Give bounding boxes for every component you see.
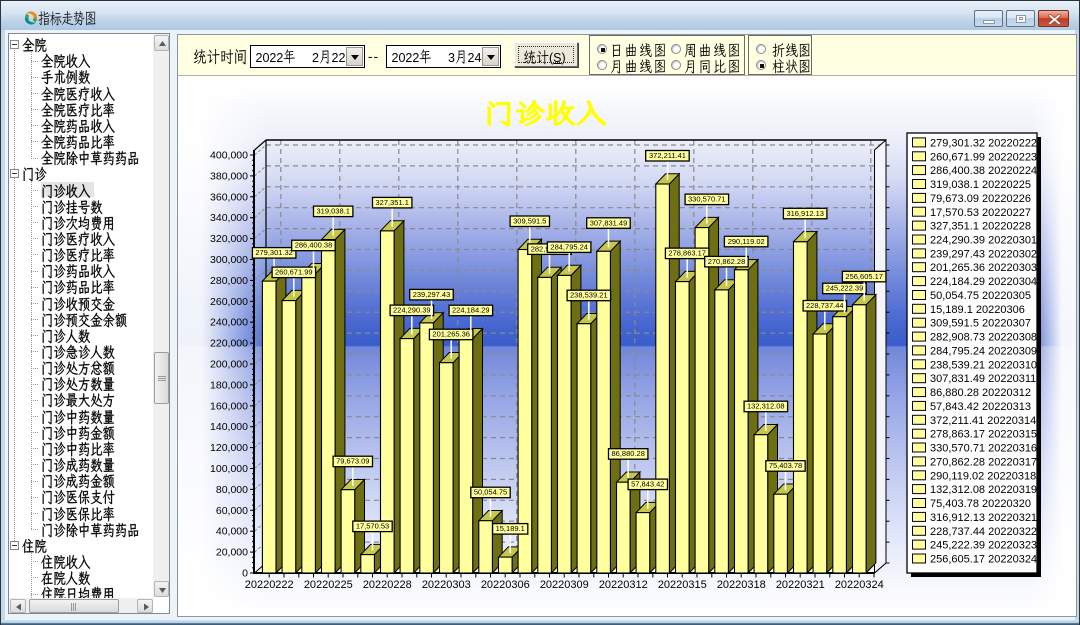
svg-text:270,862.28 20220317: 270,862.28 20220317 [930, 456, 1037, 468]
svg-text:239,297.43 20220302: 239,297.43 20220302 [930, 248, 1037, 260]
svg-text:307,831.49: 307,831.49 [590, 218, 628, 227]
svg-text:86,880.28 20220312: 86,880.28 20220312 [930, 387, 1031, 399]
svg-text:20220309: 20220309 [540, 579, 589, 591]
svg-text:224,290.39: 224,290.39 [393, 306, 431, 315]
svg-text:240,000: 240,000 [210, 317, 248, 329]
svg-text:132,312.08 20220319: 132,312.08 20220319 [930, 484, 1037, 496]
svg-text:280,000: 280,000 [210, 275, 248, 287]
svg-text:330,570.71 20220316: 330,570.71 20220316 [930, 443, 1037, 455]
svg-text:372,211.41: 372,211.41 [649, 151, 686, 160]
svg-text:80,000: 80,000 [216, 484, 248, 496]
svg-text:132,312.08: 132,312.08 [747, 402, 785, 411]
svg-text:309,591.5: 309,591.5 [513, 217, 546, 226]
svg-text:260,000: 260,000 [210, 296, 248, 308]
svg-text:256,605.17: 256,605.17 [845, 272, 883, 281]
svg-text:319,038.1: 319,038.1 [317, 207, 350, 216]
svg-text:201,265.36 20220303: 201,265.36 20220303 [930, 262, 1037, 274]
svg-text:20220225: 20220225 [304, 579, 353, 591]
svg-text:20220318: 20220318 [717, 579, 766, 591]
svg-text:278,863.17: 278,863.17 [668, 249, 706, 258]
svg-text:86,880.28: 86,880.28 [612, 449, 645, 458]
svg-text:201,265.36: 201,265.36 [432, 330, 470, 339]
svg-text:200,000: 200,000 [210, 359, 248, 371]
svg-text:17,570.53: 17,570.53 [356, 522, 389, 531]
svg-text:20220315: 20220315 [658, 579, 707, 591]
svg-text:220,000: 220,000 [210, 338, 248, 350]
svg-text:309,591.5 20220307: 309,591.5 20220307 [930, 318, 1031, 330]
svg-text:279,301.32 20220222: 279,301.32 20220222 [930, 137, 1037, 149]
svg-text:17,570.53 20220227: 17,570.53 20220227 [930, 207, 1031, 219]
svg-text:228,737.44: 228,737.44 [806, 301, 844, 310]
svg-text:327,351.1: 327,351.1 [376, 198, 409, 207]
svg-text:256,605.17 20220324: 256,605.17 20220324 [930, 554, 1037, 566]
svg-text:50,054.75: 50,054.75 [474, 488, 507, 497]
svg-text:316,912.13: 316,912.13 [786, 209, 824, 218]
svg-text:20220321: 20220321 [776, 579, 825, 591]
svg-text:75,403.78: 75,403.78 [769, 461, 802, 470]
svg-text:20220312: 20220312 [599, 579, 648, 591]
svg-text:290,119.02: 290,119.02 [728, 237, 765, 246]
svg-text:79,673.09 20220226: 79,673.09 20220226 [930, 193, 1031, 205]
svg-text:50,054.75 20220305: 50,054.75 20220305 [930, 290, 1031, 302]
svg-text:60,000: 60,000 [216, 505, 248, 517]
svg-text:286,400.38 20220224: 286,400.38 20220224 [930, 165, 1037, 177]
svg-text:260,671.99 20220223: 260,671.99 20220223 [930, 151, 1037, 163]
svg-text:224,184.29 20220304: 224,184.29 20220304 [930, 276, 1037, 288]
svg-text:327,351.1 20220228: 327,351.1 20220228 [930, 221, 1031, 233]
svg-text:224,184.29: 224,184.29 [452, 306, 490, 315]
svg-text:270,862.28: 270,862.28 [708, 257, 746, 266]
svg-text:300,000: 300,000 [210, 254, 248, 266]
svg-text:316,912.13 20220321: 316,912.13 20220321 [930, 512, 1037, 524]
svg-text:238,539.21 20220310: 238,539.21 20220310 [930, 359, 1037, 371]
svg-text:284,795.24 20220309: 284,795.24 20220309 [930, 345, 1037, 357]
svg-text:20220303: 20220303 [422, 579, 471, 591]
svg-text:0: 0 [242, 568, 248, 580]
svg-text:15,189.1 20220306: 15,189.1 20220306 [930, 304, 1025, 316]
svg-text:340,000: 340,000 [210, 212, 248, 224]
svg-text:120,000: 120,000 [210, 442, 248, 454]
svg-text:279,301.32: 279,301.32 [255, 248, 293, 257]
svg-text:20220324: 20220324 [835, 579, 884, 591]
svg-text:282,908.73 20220308: 282,908.73 20220308 [930, 332, 1037, 344]
svg-text:160,000: 160,000 [210, 400, 248, 412]
svg-text:40,000: 40,000 [216, 526, 248, 538]
svg-text:20220306: 20220306 [481, 579, 530, 591]
svg-text:278,863.17 20220315: 278,863.17 20220315 [930, 429, 1037, 441]
svg-text:380,000: 380,000 [210, 170, 248, 182]
svg-text:284,795.24: 284,795.24 [550, 242, 588, 251]
svg-text:239,297.43: 239,297.43 [413, 290, 451, 299]
svg-text:75,403.78 20220320: 75,403.78 20220320 [930, 498, 1031, 510]
svg-text:290,119.02 20220318: 290,119.02 20220318 [930, 470, 1036, 482]
svg-text:20,000: 20,000 [216, 547, 248, 559]
svg-text:57,843.42: 57,843.42 [631, 480, 664, 489]
svg-text:140,000: 140,000 [210, 421, 248, 433]
svg-text:57,843.42 20220313: 57,843.42 20220313 [930, 401, 1031, 413]
svg-text:372,211.41 20220314: 372,211.41 20220314 [930, 415, 1036, 427]
svg-text:224,290.39 20220301: 224,290.39 20220301 [930, 235, 1037, 247]
svg-text:245,222.39 20220323: 245,222.39 20220323 [930, 540, 1037, 552]
svg-text:20220222: 20220222 [245, 579, 294, 591]
svg-text:100,000: 100,000 [210, 463, 248, 475]
svg-text:245,222.39: 245,222.39 [826, 284, 864, 293]
svg-text:360,000: 360,000 [210, 191, 248, 203]
svg-text:330,570.71: 330,570.71 [688, 195, 726, 204]
svg-text:319,038.1 20220225: 319,038.1 20220225 [930, 179, 1031, 191]
svg-text:180,000: 180,000 [210, 379, 248, 391]
svg-text:286,400.38: 286,400.38 [295, 241, 333, 250]
svg-text:228,737.44 20220322: 228,737.44 20220322 [930, 526, 1037, 538]
svg-text:15,189.1: 15,189.1 [496, 524, 525, 533]
svg-text:307,831.49 20220311: 307,831.49 20220311 [930, 373, 1036, 385]
svg-text:238,539.21: 238,539.21 [570, 291, 608, 300]
svg-text:320,000: 320,000 [210, 233, 248, 245]
svg-text:260,671.99: 260,671.99 [275, 268, 313, 277]
svg-text:400,000: 400,000 [210, 150, 248, 162]
svg-text:20220228: 20220228 [363, 579, 412, 591]
svg-text:79,673.09: 79,673.09 [336, 457, 369, 466]
